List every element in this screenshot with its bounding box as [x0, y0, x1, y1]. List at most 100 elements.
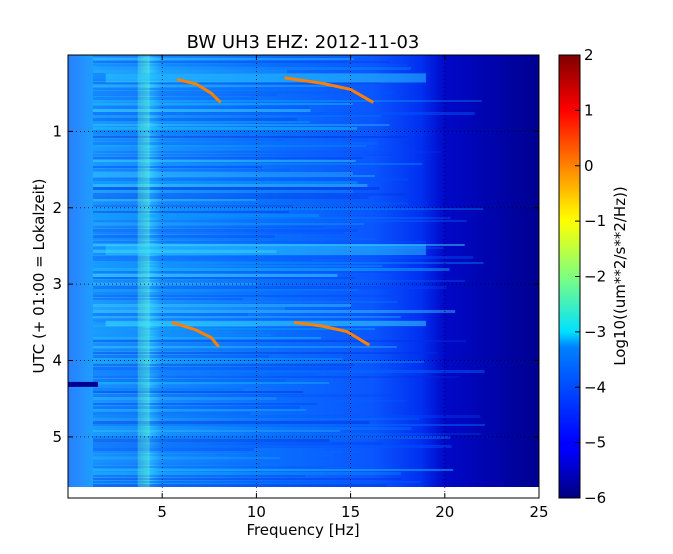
texture-stripe — [93, 376, 460, 378]
texture-stripe — [93, 133, 250, 136]
texture-stripe — [93, 460, 328, 463]
texture-stripe — [93, 76, 348, 79]
texture-stripe — [93, 199, 256, 201]
texture-stripe — [93, 274, 338, 277]
texture-stripe — [93, 121, 310, 123]
colorbar-tick-label: 2 — [584, 46, 594, 64]
texture-stripe — [93, 136, 409, 138]
texture-stripe — [93, 403, 317, 405]
texture-stripe — [93, 217, 451, 219]
texture-stripe — [93, 385, 339, 388]
texture-stripe — [93, 298, 244, 300]
texture-stripe — [93, 91, 394, 94]
texture-stripe — [93, 337, 322, 339]
texture-stripe — [93, 154, 400, 156]
signal-track — [293, 320, 371, 347]
texture-stripe — [93, 427, 412, 430]
texture-stripe — [93, 178, 409, 181]
texture-stripe — [93, 244, 465, 246]
texture-stripe — [93, 319, 392, 322]
texture-stripe — [93, 469, 454, 471]
texture-stripe — [93, 328, 376, 330]
texture-stripe — [93, 70, 288, 73]
texture-stripe — [93, 235, 275, 238]
texture-stripe — [93, 325, 258, 327]
texture-stripe — [93, 124, 390, 126]
texture-stripe — [93, 232, 345, 234]
texture-stripe — [93, 313, 248, 316]
texture-stripe — [93, 430, 341, 432]
texture-stripe — [93, 484, 387, 487]
texture-stripe — [93, 271, 396, 273]
texture-stripe — [93, 424, 486, 426]
texture-stripe — [93, 412, 251, 415]
texture-stripe — [93, 166, 263, 168]
texture-stripe — [93, 187, 380, 190]
texture-stripe — [93, 193, 407, 196]
chart-title: BW UH3 EHZ: 2012-11-03 — [187, 32, 420, 53]
texture-stripe — [93, 352, 439, 354]
texture-stripe — [93, 373, 319, 376]
texture-stripe — [93, 370, 485, 373]
texture-stripe — [93, 103, 353, 105]
texture-stripe — [93, 205, 294, 207]
texture-stripe — [93, 196, 369, 199]
texture-stripe — [93, 190, 354, 193]
texture-stripe — [93, 340, 466, 342]
texture-stripe — [93, 355, 269, 358]
texture-stripe — [93, 181, 358, 184]
bright-band — [105, 320, 426, 327]
texture-stripe — [93, 451, 361, 453]
texture-stripe — [93, 439, 330, 442]
x-tick-label: 10 — [247, 503, 266, 521]
colorbar-tick-label: −4 — [584, 378, 606, 396]
texture-stripe — [93, 79, 286, 81]
texture-stripe — [93, 148, 260, 150]
texture-stripe — [93, 118, 297, 121]
texture-stripe — [93, 388, 244, 391]
texture-stripe — [93, 364, 354, 366]
texture-stripe — [93, 283, 256, 285]
texture-stripe — [93, 262, 484, 264]
y-tick-label: 4 — [52, 352, 62, 370]
texture-stripe — [93, 436, 451, 439]
texture-stripe — [93, 415, 481, 418]
dark-strip — [68, 381, 98, 387]
texture-stripe — [93, 61, 391, 63]
texture-stripe — [93, 172, 353, 175]
texture-stripe — [93, 112, 475, 115]
texture-stripe — [93, 394, 402, 397]
texture-stripe — [93, 310, 456, 313]
colorbar-tick-label: −3 — [584, 323, 606, 341]
texture-stripe — [93, 304, 352, 307]
texture-stripe — [93, 442, 384, 445]
texture-stripe — [93, 238, 378, 240]
texture-stripe — [93, 67, 411, 70]
texture-stripe — [93, 379, 286, 382]
texture-stripe — [93, 466, 325, 468]
colorbar-tick-label: −2 — [584, 268, 606, 286]
texture-stripe — [93, 361, 425, 363]
texture-stripe — [93, 463, 261, 465]
texture-stripe — [93, 88, 303, 90]
texture-stripe — [93, 142, 378, 145]
texture-stripe — [93, 457, 281, 459]
texture-stripe — [93, 97, 255, 100]
texture-stripe — [93, 286, 447, 289]
texture-stripe — [93, 253, 313, 255]
texture-stripe — [93, 163, 423, 165]
texture-stripe — [93, 448, 254, 451]
texture-stripe — [93, 64, 408, 66]
bright-band — [105, 73, 426, 83]
texture-stripe — [93, 481, 422, 483]
y-tick-label: 3 — [52, 275, 62, 293]
texture-stripe — [93, 208, 483, 210]
spectrogram-image — [68, 55, 539, 487]
texture-stripe — [93, 292, 304, 295]
texture-stripe — [93, 475, 305, 477]
texture-stripe — [93, 358, 343, 360]
texture-stripe — [93, 295, 390, 297]
x-tick-label: 25 — [529, 503, 548, 521]
texture-stripe — [93, 169, 290, 171]
